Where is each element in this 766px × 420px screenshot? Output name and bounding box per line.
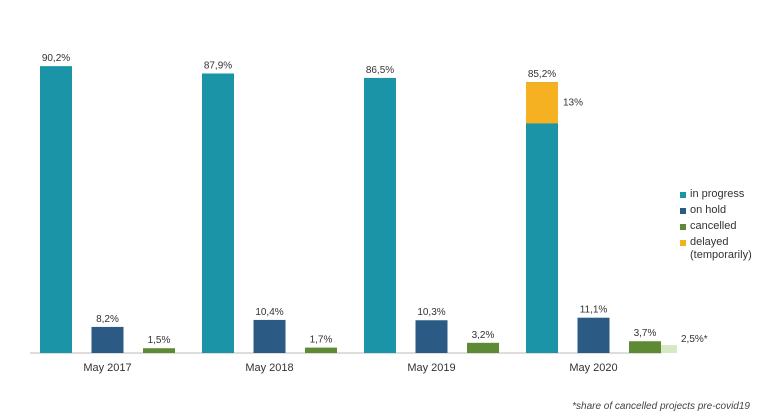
footnote: *share of cancelled projects pre-covid19 xyxy=(572,401,750,412)
bar xyxy=(40,66,72,353)
value-label: 90,2% xyxy=(42,53,70,64)
legend-swatch xyxy=(680,240,686,246)
legend-swatch xyxy=(680,224,686,230)
legend-swatch xyxy=(680,208,686,214)
legend-item: cancelled xyxy=(680,220,758,233)
bar xyxy=(577,317,610,353)
value-label: 2,5%* xyxy=(681,334,708,345)
bar xyxy=(629,341,661,353)
value-label: 10,3% xyxy=(417,307,445,318)
value-label: 1,7% xyxy=(310,335,333,346)
bar xyxy=(526,82,558,354)
value-label: 3,7% xyxy=(634,328,657,339)
bar xyxy=(415,320,448,353)
x-tick-label: May 2018 xyxy=(245,362,293,374)
value-label: 87,9% xyxy=(204,60,232,71)
bar xyxy=(91,326,124,353)
value-label: 8,2% xyxy=(96,314,119,325)
x-tick-label: May 2019 xyxy=(407,362,455,374)
value-label: 85,2% xyxy=(528,69,556,80)
bar-segment xyxy=(526,82,558,124)
bar xyxy=(364,77,396,354)
legend-label: cancelled xyxy=(690,220,737,232)
legend-swatch xyxy=(680,192,686,198)
value-label: 3,2% xyxy=(472,330,495,341)
bar xyxy=(467,342,499,353)
legend: in progress on hold cancelled delayed (temp… xyxy=(680,188,758,265)
legend-item: on hold xyxy=(680,204,758,217)
x-tick-label: May 2020 xyxy=(569,362,617,374)
bar xyxy=(253,319,286,353)
value-label: 10,4% xyxy=(255,307,283,318)
value-label: 1,5% xyxy=(148,335,171,346)
legend-label: delayed (temporarily) xyxy=(690,236,752,261)
bar xyxy=(143,348,175,353)
x-tick-label: May 2017 xyxy=(83,362,131,374)
bar xyxy=(202,73,234,353)
bar xyxy=(305,347,337,353)
legend-label: on hold xyxy=(690,204,727,216)
legend-label: in progress xyxy=(690,188,745,200)
value-label: 11,1% xyxy=(580,305,608,316)
value-label: 13% xyxy=(563,98,583,109)
legend-item: in progress xyxy=(680,188,758,201)
value-label: 86,5% xyxy=(366,65,394,76)
legend-item: delayed (temporarily) xyxy=(680,236,758,262)
